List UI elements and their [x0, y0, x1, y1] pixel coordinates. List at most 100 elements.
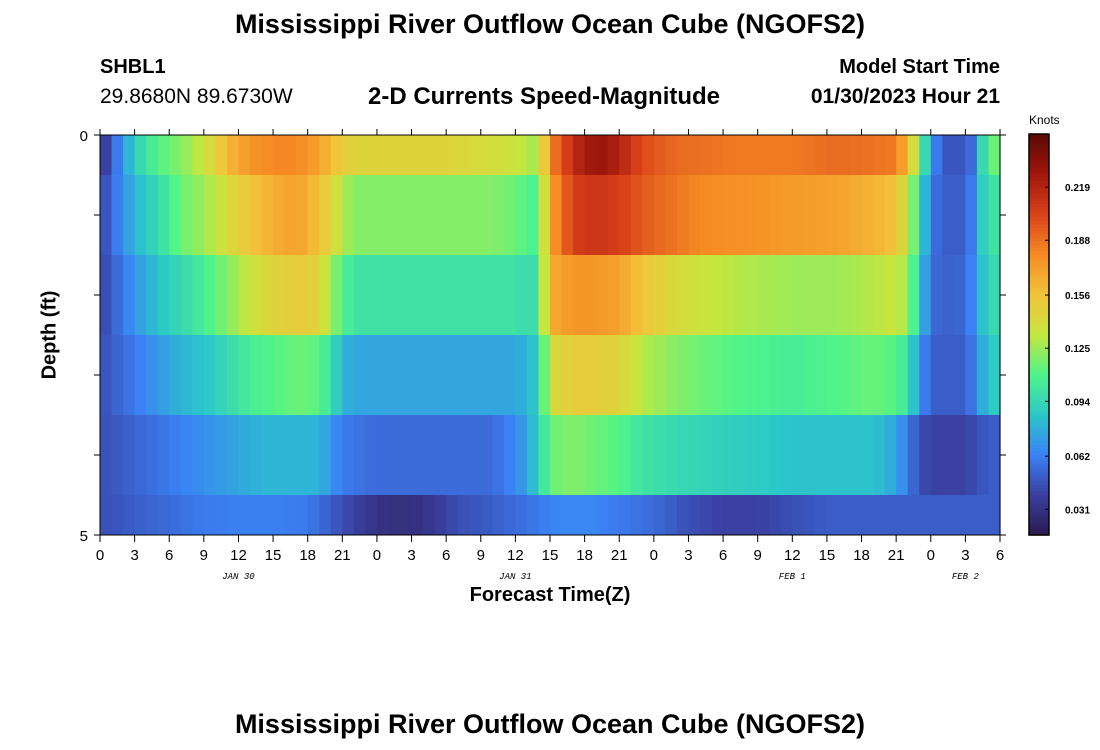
colorbar-segment	[1029, 214, 1049, 219]
heatmap-cell-layer0-h37	[526, 135, 540, 175]
heatmap-cell-layer5-h23	[365, 495, 378, 535]
heatmap-cell-layer3-h66	[861, 335, 874, 415]
x-tick-label: 18	[299, 547, 316, 564]
heatmap-cell-layer1-h4	[146, 175, 159, 255]
heatmap-cell-layer1-h10	[215, 175, 228, 255]
heatmap-cell-layer5-h32	[469, 495, 482, 535]
heatmap-cell-layer5-h36	[515, 495, 528, 535]
x-tick-label: 6	[165, 547, 173, 564]
heatmap-cell-layer3-h41	[573, 335, 586, 415]
heatmap-cell-layer4-h46	[630, 415, 643, 495]
heatmap-cell-layer2-h36	[515, 255, 528, 335]
colorbar-segment	[1029, 354, 1049, 359]
heatmap-cell-layer2-h61	[803, 255, 816, 335]
heatmap-cell-layer5-h19	[319, 495, 332, 535]
heatmap-cell-layer1-h36	[515, 175, 528, 255]
heatmap-cell-layer2-h53	[711, 255, 724, 335]
heatmap-cell-layer5-h10	[215, 495, 228, 535]
heatmap-cell-layer0-h75	[965, 135, 978, 175]
heatmap-cell-layer0-h8	[192, 135, 205, 175]
heatmap-cell-layer4-h40	[561, 415, 574, 495]
colorbar-segment	[1029, 287, 1049, 292]
heatmap-cell-layer2-h25	[388, 255, 401, 335]
heatmap-cell-layer3-h27	[411, 335, 424, 415]
heatmap-cell-layer5-h1	[111, 495, 124, 535]
heatmap-cell-layer1-h21	[342, 175, 355, 255]
heatmap-cell-layer0-h73	[942, 135, 955, 175]
colorbar-segment	[1029, 260, 1049, 265]
heatmap-cell-layer1-h53	[711, 175, 724, 255]
heatmap-cell-layer0-h57	[757, 135, 770, 175]
x-tick-label: 0	[96, 547, 104, 564]
colorbar-segment	[1029, 174, 1049, 179]
colorbar-segment	[1029, 314, 1049, 319]
heatmap-cell-layer3-h13	[250, 335, 263, 415]
heatmap-cell-layer1-h34	[492, 175, 505, 255]
heatmap-cell-layer4-h10	[215, 415, 228, 495]
heatmap-cell-layer5-h20	[330, 495, 343, 535]
colorbar-segment	[1029, 411, 1049, 416]
heatmap-cell-layer4-h61	[803, 415, 816, 495]
colorbar-segment	[1029, 334, 1049, 339]
heatmap-cell-layer5-h58	[769, 495, 782, 535]
y-tick-label: 0	[80, 128, 88, 145]
heatmap-cell-layer2-h29	[434, 255, 447, 335]
colorbar-segment	[1029, 341, 1049, 346]
heatmap-cell-layer3-h23	[365, 335, 378, 415]
heatmap-cell-layer1-h31	[457, 175, 470, 255]
heatmap-cell-layer1-h60	[792, 175, 805, 255]
heatmap-cell-layer5-h65	[850, 495, 863, 535]
heatmap-cell-layer3-h28	[423, 335, 436, 415]
heatmap-cell-layer4-h49	[665, 415, 678, 495]
colorbar-segment	[1029, 454, 1049, 459]
heatmap-cell-layer0-h48	[653, 135, 666, 175]
colorbar-segment	[1029, 331, 1049, 336]
heatmap-cell-layer5-h48	[653, 495, 666, 535]
colorbar-segment	[1029, 210, 1049, 215]
heatmap-cell-layer0-h51	[688, 135, 701, 175]
heatmap-cell-layer2-h23	[365, 255, 378, 335]
colorbar-segment	[1029, 464, 1049, 469]
heatmap-cell-layer3-h64	[838, 335, 851, 415]
heatmap-cell-layer5-h60	[792, 495, 805, 535]
heatmap-cell-layer1-h29	[434, 175, 447, 255]
colorbar-segment	[1029, 468, 1049, 473]
heatmap-cell-layer3-h52	[700, 335, 713, 415]
heatmap-cell-layer4-h52	[700, 415, 713, 495]
heatmap-cell-layer4-h41	[573, 415, 586, 495]
heatmap-cell-layer2-h18	[307, 255, 320, 335]
heatmap-cell-layer4-h54	[723, 415, 736, 495]
heatmap-cell-layer3-h6	[169, 335, 182, 415]
heatmap-cell-layer0-h3	[134, 135, 147, 175]
heatmap-cell-layer0-h2	[123, 135, 136, 175]
heatmap-cell-layer1-h23	[365, 175, 378, 255]
heatmap-cell-layer4-h64	[838, 415, 851, 495]
colorbar-segment	[1029, 207, 1049, 212]
heatmap-cell-layer0-h50	[676, 135, 690, 175]
heatmap-cell-layer3-h7	[180, 335, 193, 415]
heatmap-cell-layer1-h13	[250, 175, 263, 255]
colorbar-segment	[1029, 347, 1049, 352]
heatmap-cell-layer0-h20	[330, 135, 343, 175]
heatmap-cell-layer2-h55	[734, 255, 747, 335]
heatmap-cell-layer2-h52	[700, 255, 713, 335]
colorbar-segment	[1029, 377, 1049, 382]
heatmap-cell-layer4-h77	[988, 415, 1001, 495]
heatmap-cell-layer4-h51	[688, 415, 701, 495]
colorbar-segment	[1029, 281, 1049, 285]
heatmap-cell-layer5-h56	[746, 495, 759, 535]
heatmap-cell-layer2-h63	[826, 255, 840, 335]
heatmap-cell-layer1-h52	[700, 175, 713, 255]
heatmap-cell-layer1-h19	[319, 175, 332, 255]
heatmap-cell-layer5-h66	[861, 495, 874, 535]
heatmap-cell-layer2-h56	[746, 255, 759, 335]
heatmap-cell-layer1-h35	[503, 175, 516, 255]
heatmap-cell-layer3-h1	[111, 335, 124, 415]
heatmap-cell-layer5-h74	[953, 495, 966, 535]
heatmap-cell-layer0-h13	[250, 135, 263, 175]
colorbar-segment	[1029, 230, 1049, 235]
heatmap-cell-layer5-h18	[307, 495, 320, 535]
x-tick-label: 21	[888, 547, 905, 564]
heatmap-cell-layer5-h67	[873, 495, 886, 535]
heatmap-cell-layer0-h47	[642, 135, 655, 175]
